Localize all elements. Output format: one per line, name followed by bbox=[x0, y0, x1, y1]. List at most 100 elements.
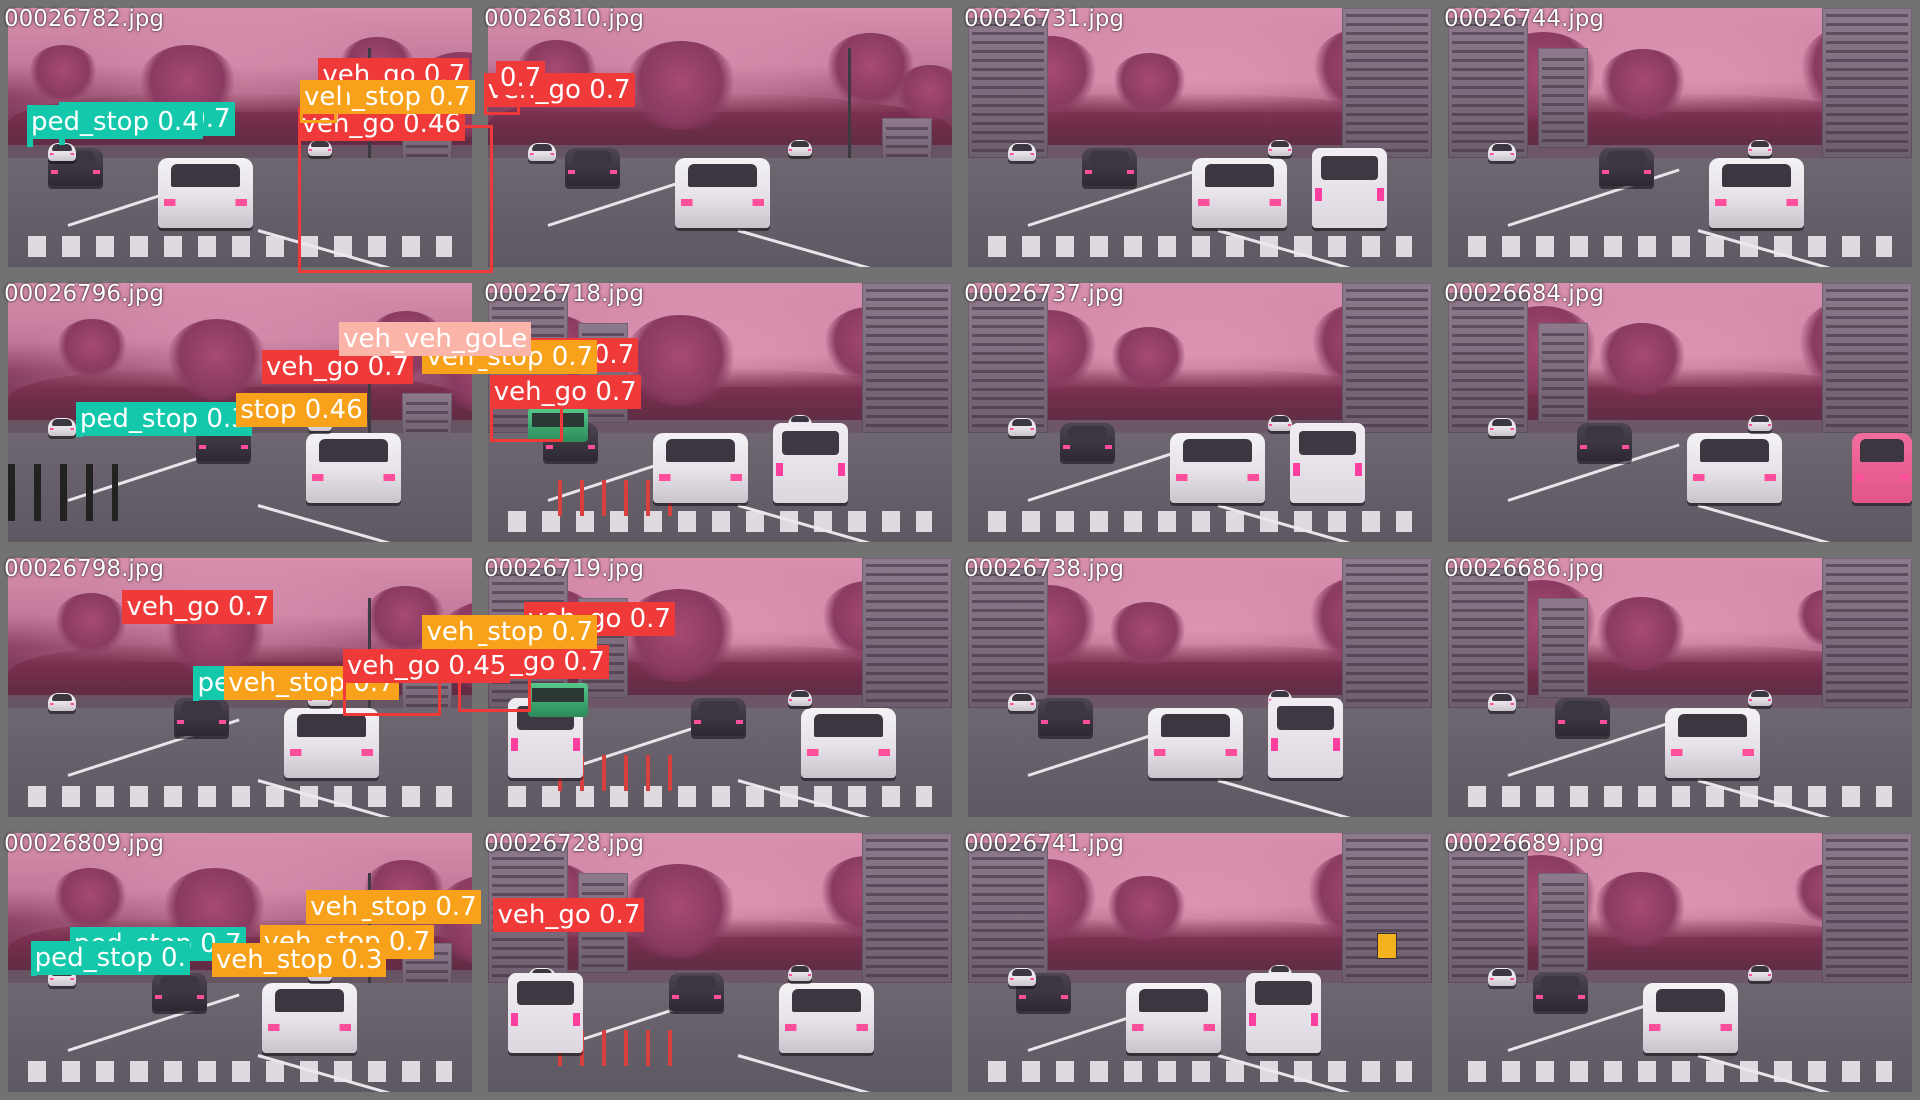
car-distant bbox=[1488, 418, 1516, 436]
tree bbox=[28, 44, 98, 101]
apartment-building bbox=[968, 293, 1048, 433]
image-tile: 00026728.jpg bbox=[480, 825, 960, 1100]
detection-label: ped_stop 0. bbox=[30, 940, 190, 975]
detection-label: veh bbox=[422, 340, 479, 375]
car-dark bbox=[1533, 973, 1588, 1011]
apartment-building bbox=[1822, 833, 1912, 983]
car-dark bbox=[669, 973, 724, 1011]
tile-filename: 00026741.jpg bbox=[964, 831, 1124, 857]
detection-label: veh_stop 0.3 bbox=[211, 943, 387, 978]
car-white bbox=[801, 708, 896, 778]
apartment-building bbox=[862, 558, 952, 708]
van-white bbox=[1290, 423, 1365, 503]
detection-label: ped_stop 0.3 bbox=[75, 401, 252, 436]
crosswalk bbox=[28, 1060, 452, 1082]
apartment-building bbox=[1448, 18, 1528, 158]
tile-filename: 00026796.jpg bbox=[4, 281, 164, 307]
car-distant bbox=[788, 690, 812, 706]
road-photo bbox=[488, 558, 952, 817]
apartment-building bbox=[968, 18, 1048, 158]
road-photo bbox=[488, 283, 952, 542]
car-white bbox=[284, 708, 379, 778]
tree bbox=[52, 867, 128, 929]
car-white bbox=[262, 983, 357, 1053]
apartment-building bbox=[1342, 558, 1432, 708]
bus-green bbox=[528, 683, 588, 717]
road-photo bbox=[1448, 833, 1912, 1092]
bollards bbox=[8, 464, 118, 522]
tile-filename: 00026810.jpg bbox=[484, 6, 644, 32]
car-distant bbox=[1748, 415, 1772, 431]
tree bbox=[1110, 327, 1187, 389]
car-dark bbox=[1555, 698, 1610, 736]
image-tile: 00026686.jpg bbox=[1440, 550, 1920, 825]
tile-filename: 00026809.jpg bbox=[4, 831, 164, 857]
image-tile: 00026744.jpg bbox=[1440, 0, 1920, 275]
crosswalk bbox=[1468, 785, 1892, 807]
road-sign bbox=[1377, 933, 1397, 959]
bus-shelter bbox=[882, 118, 932, 163]
image-tile: 00026719.jpg bbox=[480, 550, 960, 825]
crosswalk bbox=[988, 510, 1412, 532]
car-distant bbox=[1488, 968, 1516, 986]
image-tile: 00026718.jpg bbox=[480, 275, 960, 550]
road-photo bbox=[488, 833, 952, 1092]
car-white bbox=[306, 433, 401, 503]
detection-label: vel bbox=[300, 80, 347, 115]
car-white bbox=[1148, 708, 1243, 778]
road bbox=[1448, 433, 1912, 542]
car-distant bbox=[1008, 693, 1036, 711]
apartment-building bbox=[1538, 48, 1588, 148]
apartment-building bbox=[1448, 843, 1528, 983]
car-white bbox=[1170, 433, 1265, 503]
detection-label: veh bbox=[306, 890, 362, 925]
road-photo bbox=[968, 8, 1432, 267]
detection-label: veh_go 0.7 bbox=[489, 374, 641, 409]
car-pink bbox=[1852, 433, 1912, 503]
car-distant bbox=[1488, 143, 1516, 161]
tree bbox=[1597, 323, 1687, 395]
tile-filename: 00026689.jpg bbox=[1444, 831, 1604, 857]
image-tile: 00026689.jpg bbox=[1440, 825, 1920, 1100]
apartment-building bbox=[862, 283, 952, 433]
image-tile: 00026738.jpg bbox=[960, 550, 1440, 825]
tile-filename: 00026731.jpg bbox=[964, 6, 1124, 32]
detection-label: veh bbox=[422, 615, 479, 650]
road-photo bbox=[1448, 558, 1912, 817]
apartment-building bbox=[1342, 283, 1432, 433]
crosswalk bbox=[1468, 235, 1892, 257]
apartment-building bbox=[968, 843, 1048, 983]
car-white bbox=[675, 158, 770, 228]
road-photo bbox=[968, 283, 1432, 542]
car-white bbox=[1126, 983, 1221, 1053]
road-photo bbox=[1448, 8, 1912, 267]
car-dark bbox=[1082, 148, 1137, 186]
car-distant bbox=[1748, 965, 1772, 981]
tile-filename: 00026737.jpg bbox=[964, 281, 1124, 307]
car-white bbox=[1665, 708, 1760, 778]
car-distant bbox=[308, 140, 332, 156]
tree bbox=[625, 40, 737, 131]
crosswalk bbox=[988, 1060, 1412, 1082]
tile-filename: 00026686.jpg bbox=[1444, 556, 1604, 582]
tree bbox=[623, 315, 737, 407]
car-white bbox=[1192, 158, 1287, 228]
van-white bbox=[1312, 148, 1387, 228]
car-dark bbox=[1577, 423, 1632, 461]
tree bbox=[1593, 871, 1687, 947]
detection-label: ped_stop 0.4 bbox=[26, 104, 203, 139]
car-distant bbox=[1008, 418, 1036, 436]
car-distant bbox=[1748, 690, 1772, 706]
car-distant bbox=[788, 965, 812, 981]
crosswalk bbox=[28, 235, 452, 257]
tile-filename: 00026719.jpg bbox=[484, 556, 644, 582]
tile-filename: 00026738.jpg bbox=[964, 556, 1124, 582]
van-white bbox=[508, 973, 583, 1053]
crosswalk bbox=[988, 235, 1412, 257]
tree bbox=[895, 64, 952, 121]
car-dark bbox=[152, 973, 207, 1011]
tile-filename: 00026684.jpg bbox=[1444, 281, 1604, 307]
car-distant bbox=[48, 693, 76, 711]
apartment-building bbox=[1448, 293, 1528, 433]
street-lamp-pole bbox=[848, 48, 851, 158]
